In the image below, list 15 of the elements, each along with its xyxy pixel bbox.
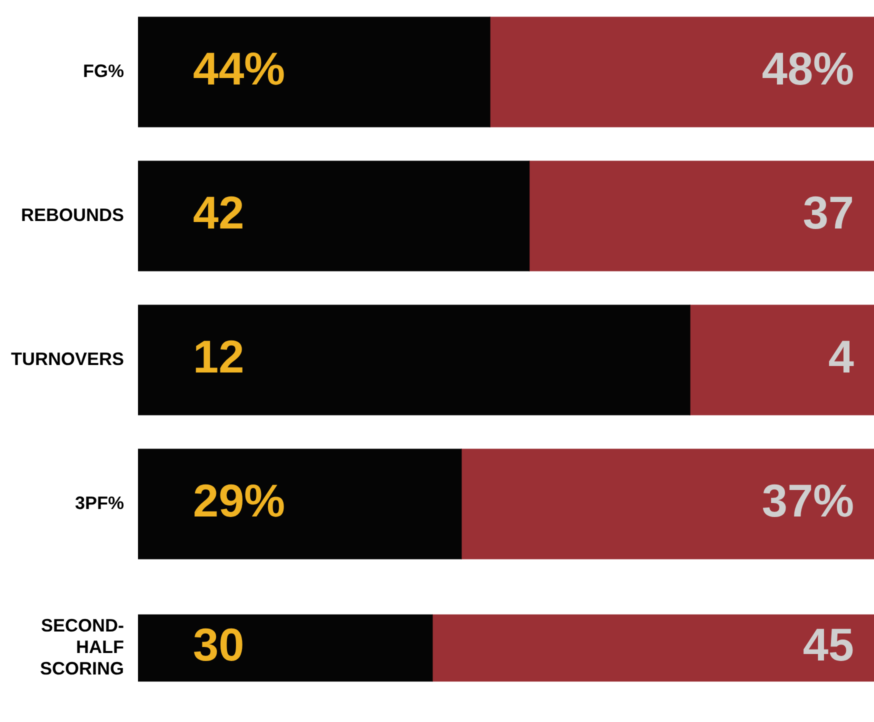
y-tick-label: FG%	[82, 60, 124, 81]
data-label: 42	[193, 186, 244, 239]
data-label: 29%	[193, 474, 286, 527]
data-label: 45	[802, 618, 854, 671]
data-label: 37%	[762, 474, 854, 527]
data-label: 12	[193, 330, 244, 383]
data-label: 4	[828, 330, 854, 383]
data-label: 30	[193, 618, 244, 671]
data-label: 37	[802, 186, 854, 239]
y-tick-label: TURNOVERS	[10, 348, 124, 369]
data-label: 48%	[762, 42, 854, 95]
data-label: 44%	[193, 42, 286, 95]
y-tick-label: REBOUNDS	[20, 204, 124, 225]
y-tick-label: SECOND-HALF SCORING	[40, 615, 124, 679]
y-tick-label: 3PF%	[74, 492, 124, 513]
